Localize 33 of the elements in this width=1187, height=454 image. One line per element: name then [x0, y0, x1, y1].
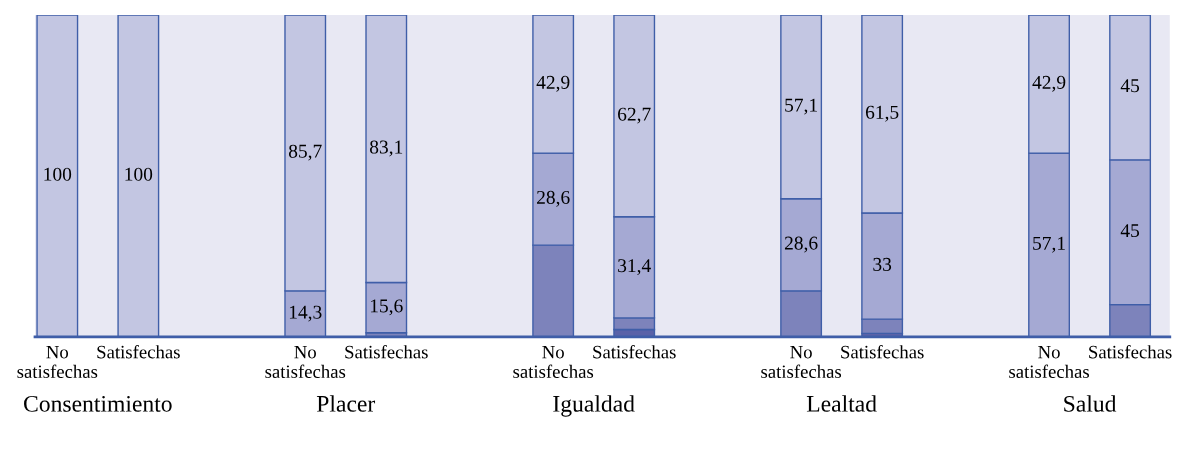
data-label: 14,3: [289, 305, 322, 322]
data-label: 62,7: [618, 107, 651, 124]
x-tick-label: Satisfechas: [593, 345, 676, 359]
data-label: 31,4: [618, 259, 651, 276]
x-tick-label: Satisfechas: [1089, 345, 1172, 359]
data-label: 28,6: [537, 190, 570, 207]
x-tick-label: No satisfechas: [761, 345, 842, 378]
data-label: 100: [125, 167, 153, 181]
data-label: 45: [1120, 79, 1140, 93]
x-tick-label: No satisfechas: [513, 345, 594, 378]
data-label: 57,1: [785, 98, 817, 115]
data-label: 100: [44, 167, 72, 181]
x-tick-label: Satisfechas: [345, 345, 428, 359]
text: Placer: [316, 395, 376, 412]
data-label: 28,6: [784, 236, 818, 253]
data-label: 42,9: [536, 75, 570, 92]
data-label: 42,9: [1032, 75, 1066, 92]
data-label: 33: [873, 257, 892, 271]
text: Lealtad: [806, 395, 877, 412]
data-label: 15,6: [370, 299, 403, 316]
data-label: 85,7: [288, 144, 322, 161]
data-label: 83,1: [369, 140, 403, 157]
data-label: 61,5: [865, 105, 899, 122]
text: Salud: [1064, 395, 1117, 412]
text: Igualdad: [553, 395, 635, 417]
data-label: 57,1: [1033, 236, 1065, 253]
x-tick-label: Satisfechas: [841, 345, 924, 359]
x-tick-label: No satisfechas: [1009, 345, 1089, 378]
data-label: 45: [1120, 224, 1140, 238]
x-tick-label: No satisfechas: [265, 345, 346, 378]
x-tick-label: No satisfechas: [17, 345, 98, 378]
text: Consentimiento: [24, 395, 172, 412]
x-tick-label: Satisfechas: [97, 345, 180, 359]
